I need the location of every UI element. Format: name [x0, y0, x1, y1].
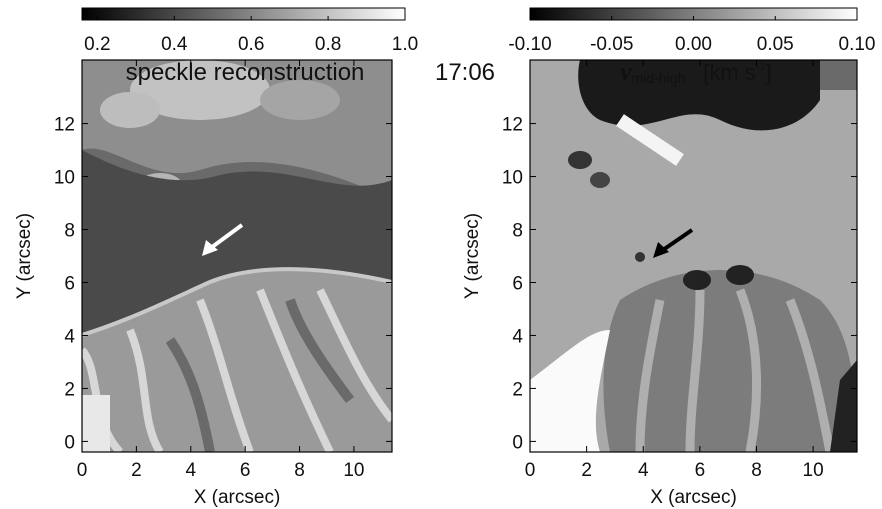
colorbar-tick-label: 0.00 [675, 34, 712, 55]
x-tick-label: 10 [343, 460, 364, 481]
title-part: [km s [703, 60, 756, 85]
y-tick-label: 0 [64, 432, 75, 453]
colorbar-tick-label: 0.8 [315, 34, 341, 55]
x-tick-label: 6 [240, 460, 251, 481]
x-tick-label: 0 [525, 460, 536, 481]
y-tick-label: 4 [64, 326, 75, 347]
image-panel-right [530, 60, 857, 452]
y-tick-label: 0 [512, 432, 523, 453]
x-tick-label: 4 [185, 460, 196, 481]
x-tick-label: 2 [131, 460, 142, 481]
y-tick-label: 2 [64, 379, 75, 400]
panel-title: speckle reconstruction [126, 59, 365, 86]
colorbar-tick-label: 1.0 [392, 34, 418, 55]
panel-title: vmid-high [km s-1] [620, 57, 772, 86]
y-tick-label: 2 [512, 379, 523, 400]
y-axis-label: Y (arcsec) [14, 213, 35, 299]
y-tick-label: 6 [64, 273, 75, 294]
y-tick-label: 10 [502, 168, 523, 189]
title-part: -1 [756, 61, 766, 73]
y-tick-label: 10 [54, 168, 75, 189]
plot-frame [81, 59, 393, 453]
image-panel-left [82, 60, 392, 452]
y-tick-label: 6 [512, 273, 523, 294]
x-axis-label: X (arcsec) [650, 487, 737, 508]
x-axis-label: X (arcsec) [194, 487, 281, 508]
colorbar-tick-label: -0.05 [590, 34, 633, 55]
colorbar-tick-label: 0.4 [161, 34, 188, 55]
colorbar [81, 7, 406, 21]
timestamp: 17:06 [435, 59, 495, 86]
x-tick-label: 2 [581, 460, 592, 481]
colorbar-tick-label: 0.2 [84, 34, 110, 55]
colorbar-tick-label: 0.10 [839, 34, 876, 55]
x-tick-label: 8 [294, 460, 305, 481]
colorbar-tick-label: 0.6 [238, 34, 264, 55]
y-axis-label: Y (arcsec) [462, 213, 483, 299]
x-tick-label: 0 [77, 460, 88, 481]
x-tick-label: 6 [695, 460, 706, 481]
y-tick-label: 8 [64, 221, 75, 242]
plot-frame [529, 59, 858, 453]
colorbar-tick-label: 0.05 [757, 34, 794, 55]
colorbar-tick-label: -0.10 [508, 34, 551, 55]
x-tick-label: 8 [751, 460, 762, 481]
title-part: v [620, 57, 632, 86]
y-tick-label: 12 [502, 115, 523, 136]
title-part: mid-high [632, 70, 686, 86]
y-tick-label: 8 [512, 221, 523, 242]
title-part: ] [766, 60, 772, 85]
y-tick-label: 12 [54, 115, 75, 136]
x-tick-label: 10 [803, 460, 824, 481]
x-tick-label: 4 [638, 460, 649, 481]
y-tick-label: 4 [512, 326, 523, 347]
